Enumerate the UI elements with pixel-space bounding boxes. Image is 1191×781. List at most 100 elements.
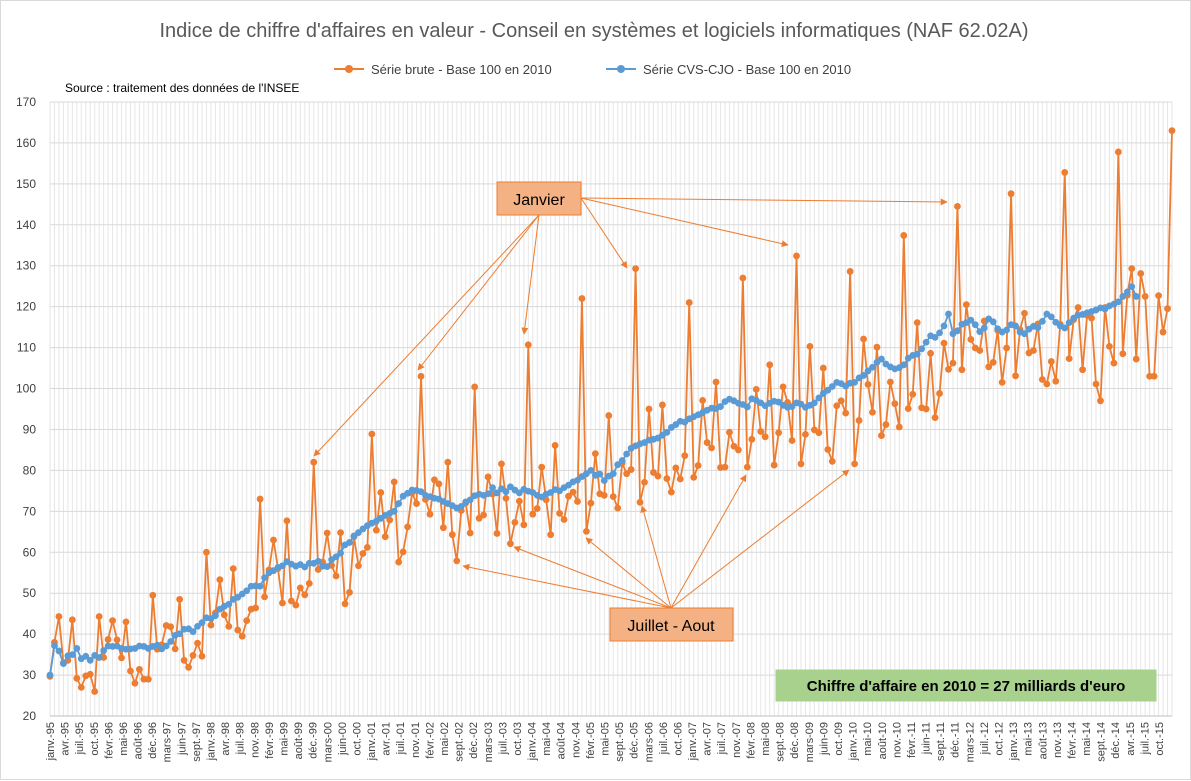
x-tick-label: juil.-15 xyxy=(1139,722,1151,755)
annotation-arrow xyxy=(670,469,850,609)
annotation-arrow xyxy=(640,505,672,609)
x-tick-label: juil.-95 xyxy=(74,722,86,755)
data-point-brute xyxy=(609,493,617,500)
data-point-brute xyxy=(1003,344,1011,352)
data-point-brute xyxy=(766,361,774,369)
data-point-brute xyxy=(855,417,863,424)
legend-item-brute: Série brute - Base 100 en 2010 xyxy=(334,62,552,77)
data-point-brute xyxy=(645,405,653,413)
data-point-brute xyxy=(77,683,85,691)
x-tick-label: févr.-05 xyxy=(585,722,597,759)
x-tick-label: déc.-99 xyxy=(308,722,320,759)
data-point-brute xyxy=(712,378,720,386)
data-point-brute xyxy=(623,470,631,478)
data-point-brute xyxy=(507,540,514,548)
data-point-cvs xyxy=(466,496,474,504)
legend-label-cvs: Série CVS-CJO - Base 100 en 2010 xyxy=(643,62,851,77)
x-tick-label: mars-06 xyxy=(643,722,655,762)
data-point-brute xyxy=(453,557,461,565)
data-point-cvs xyxy=(989,318,997,326)
data-point-brute xyxy=(363,543,371,551)
x-tick-label: avr.-01 xyxy=(381,722,393,756)
y-tick-label: 140 xyxy=(16,218,36,232)
data-point-brute xyxy=(654,472,662,480)
data-point-brute xyxy=(985,363,993,371)
x-tick-label: mai-14 xyxy=(1081,722,1093,756)
data-point-cvs xyxy=(824,386,832,394)
data-point-brute xyxy=(1110,359,1118,367)
data-point-brute xyxy=(851,460,859,468)
data-point-cvs xyxy=(489,484,496,491)
data-point-brute xyxy=(1065,355,1073,363)
data-point-brute xyxy=(605,412,613,419)
x-tick-label: août-10 xyxy=(877,722,889,759)
x-tick-label: mars-12 xyxy=(964,722,976,762)
x-tick-label: oct.-15 xyxy=(1154,722,1166,756)
data-point-brute xyxy=(676,475,684,483)
data-point-brute xyxy=(399,548,407,556)
data-point-brute xyxy=(882,421,890,428)
data-point-brute xyxy=(891,400,899,408)
data-point-brute xyxy=(355,562,362,570)
data-point-brute xyxy=(520,521,528,529)
annotation-arrow xyxy=(585,537,672,609)
data-point-brute xyxy=(788,437,796,444)
x-tick-label: mars-03 xyxy=(483,722,495,762)
data-point-brute xyxy=(641,478,648,486)
annotation-ca2010-box xyxy=(775,669,1157,702)
data-point-brute xyxy=(390,478,398,486)
annotation-juillet-aout-label: Juillet - Aout xyxy=(627,618,715,635)
data-point-cvs xyxy=(931,333,939,341)
data-point-brute xyxy=(189,652,197,659)
data-point-brute xyxy=(824,446,832,453)
data-point-brute xyxy=(659,401,666,409)
data-point-brute xyxy=(511,518,519,526)
data-point-brute xyxy=(203,548,210,556)
data-point-brute xyxy=(113,636,121,644)
data-point-cvs xyxy=(828,383,836,390)
data-point-cvs xyxy=(198,619,206,627)
data-point-cvs xyxy=(256,582,264,590)
data-point-brute xyxy=(815,429,823,437)
x-tick-label: nov.-13 xyxy=(1052,722,1064,758)
x-tick-label: déc.-08 xyxy=(789,722,801,759)
data-point-brute xyxy=(578,295,586,302)
data-point-cvs xyxy=(194,622,201,630)
data-point-brute xyxy=(220,611,228,619)
x-tick-label: juil.-07 xyxy=(716,722,728,755)
data-point-brute xyxy=(136,665,143,673)
data-point-brute xyxy=(967,336,975,343)
annotation-ca2010: Chiffre d'affaire en 2010 = 27 milliards… xyxy=(775,669,1157,702)
data-point-brute xyxy=(627,466,635,473)
x-tick-label: nov.-98 xyxy=(249,722,261,758)
data-point-brute xyxy=(180,656,188,664)
data-point-cvs xyxy=(971,321,979,329)
data-point-brute xyxy=(694,462,702,469)
data-point-brute xyxy=(372,526,380,534)
data-point-brute xyxy=(726,428,733,436)
x-tick-label: févr.-96 xyxy=(103,722,115,759)
x-tick-label: sept.-02 xyxy=(454,722,466,762)
data-point-cvs xyxy=(587,467,595,474)
data-point-brute xyxy=(1164,305,1171,313)
data-point-brute xyxy=(873,343,881,351)
data-point-brute xyxy=(860,335,867,343)
data-point-brute xyxy=(167,623,175,631)
data-point-cvs xyxy=(976,328,984,336)
data-point-cvs xyxy=(596,470,604,478)
data-point-cvs xyxy=(100,647,108,654)
data-point-brute xyxy=(667,488,675,496)
y-tick-label: 60 xyxy=(23,545,37,559)
data-point-brute xyxy=(1088,314,1095,322)
annotation-janvier-label: Janvier xyxy=(513,192,565,209)
x-tick-label: mai-05 xyxy=(600,722,612,756)
x-tick-label: janv.-10 xyxy=(848,722,860,761)
x-tick-label: avr.-98 xyxy=(220,722,232,756)
data-point-cvs xyxy=(279,562,286,570)
data-point-brute xyxy=(1074,304,1082,311)
data-point-cvs xyxy=(980,324,988,332)
data-point-cvs xyxy=(864,367,872,375)
x-tick-label: oct.-00 xyxy=(351,722,363,756)
data-point-cvs xyxy=(337,549,344,557)
data-point-cvs xyxy=(314,557,322,565)
